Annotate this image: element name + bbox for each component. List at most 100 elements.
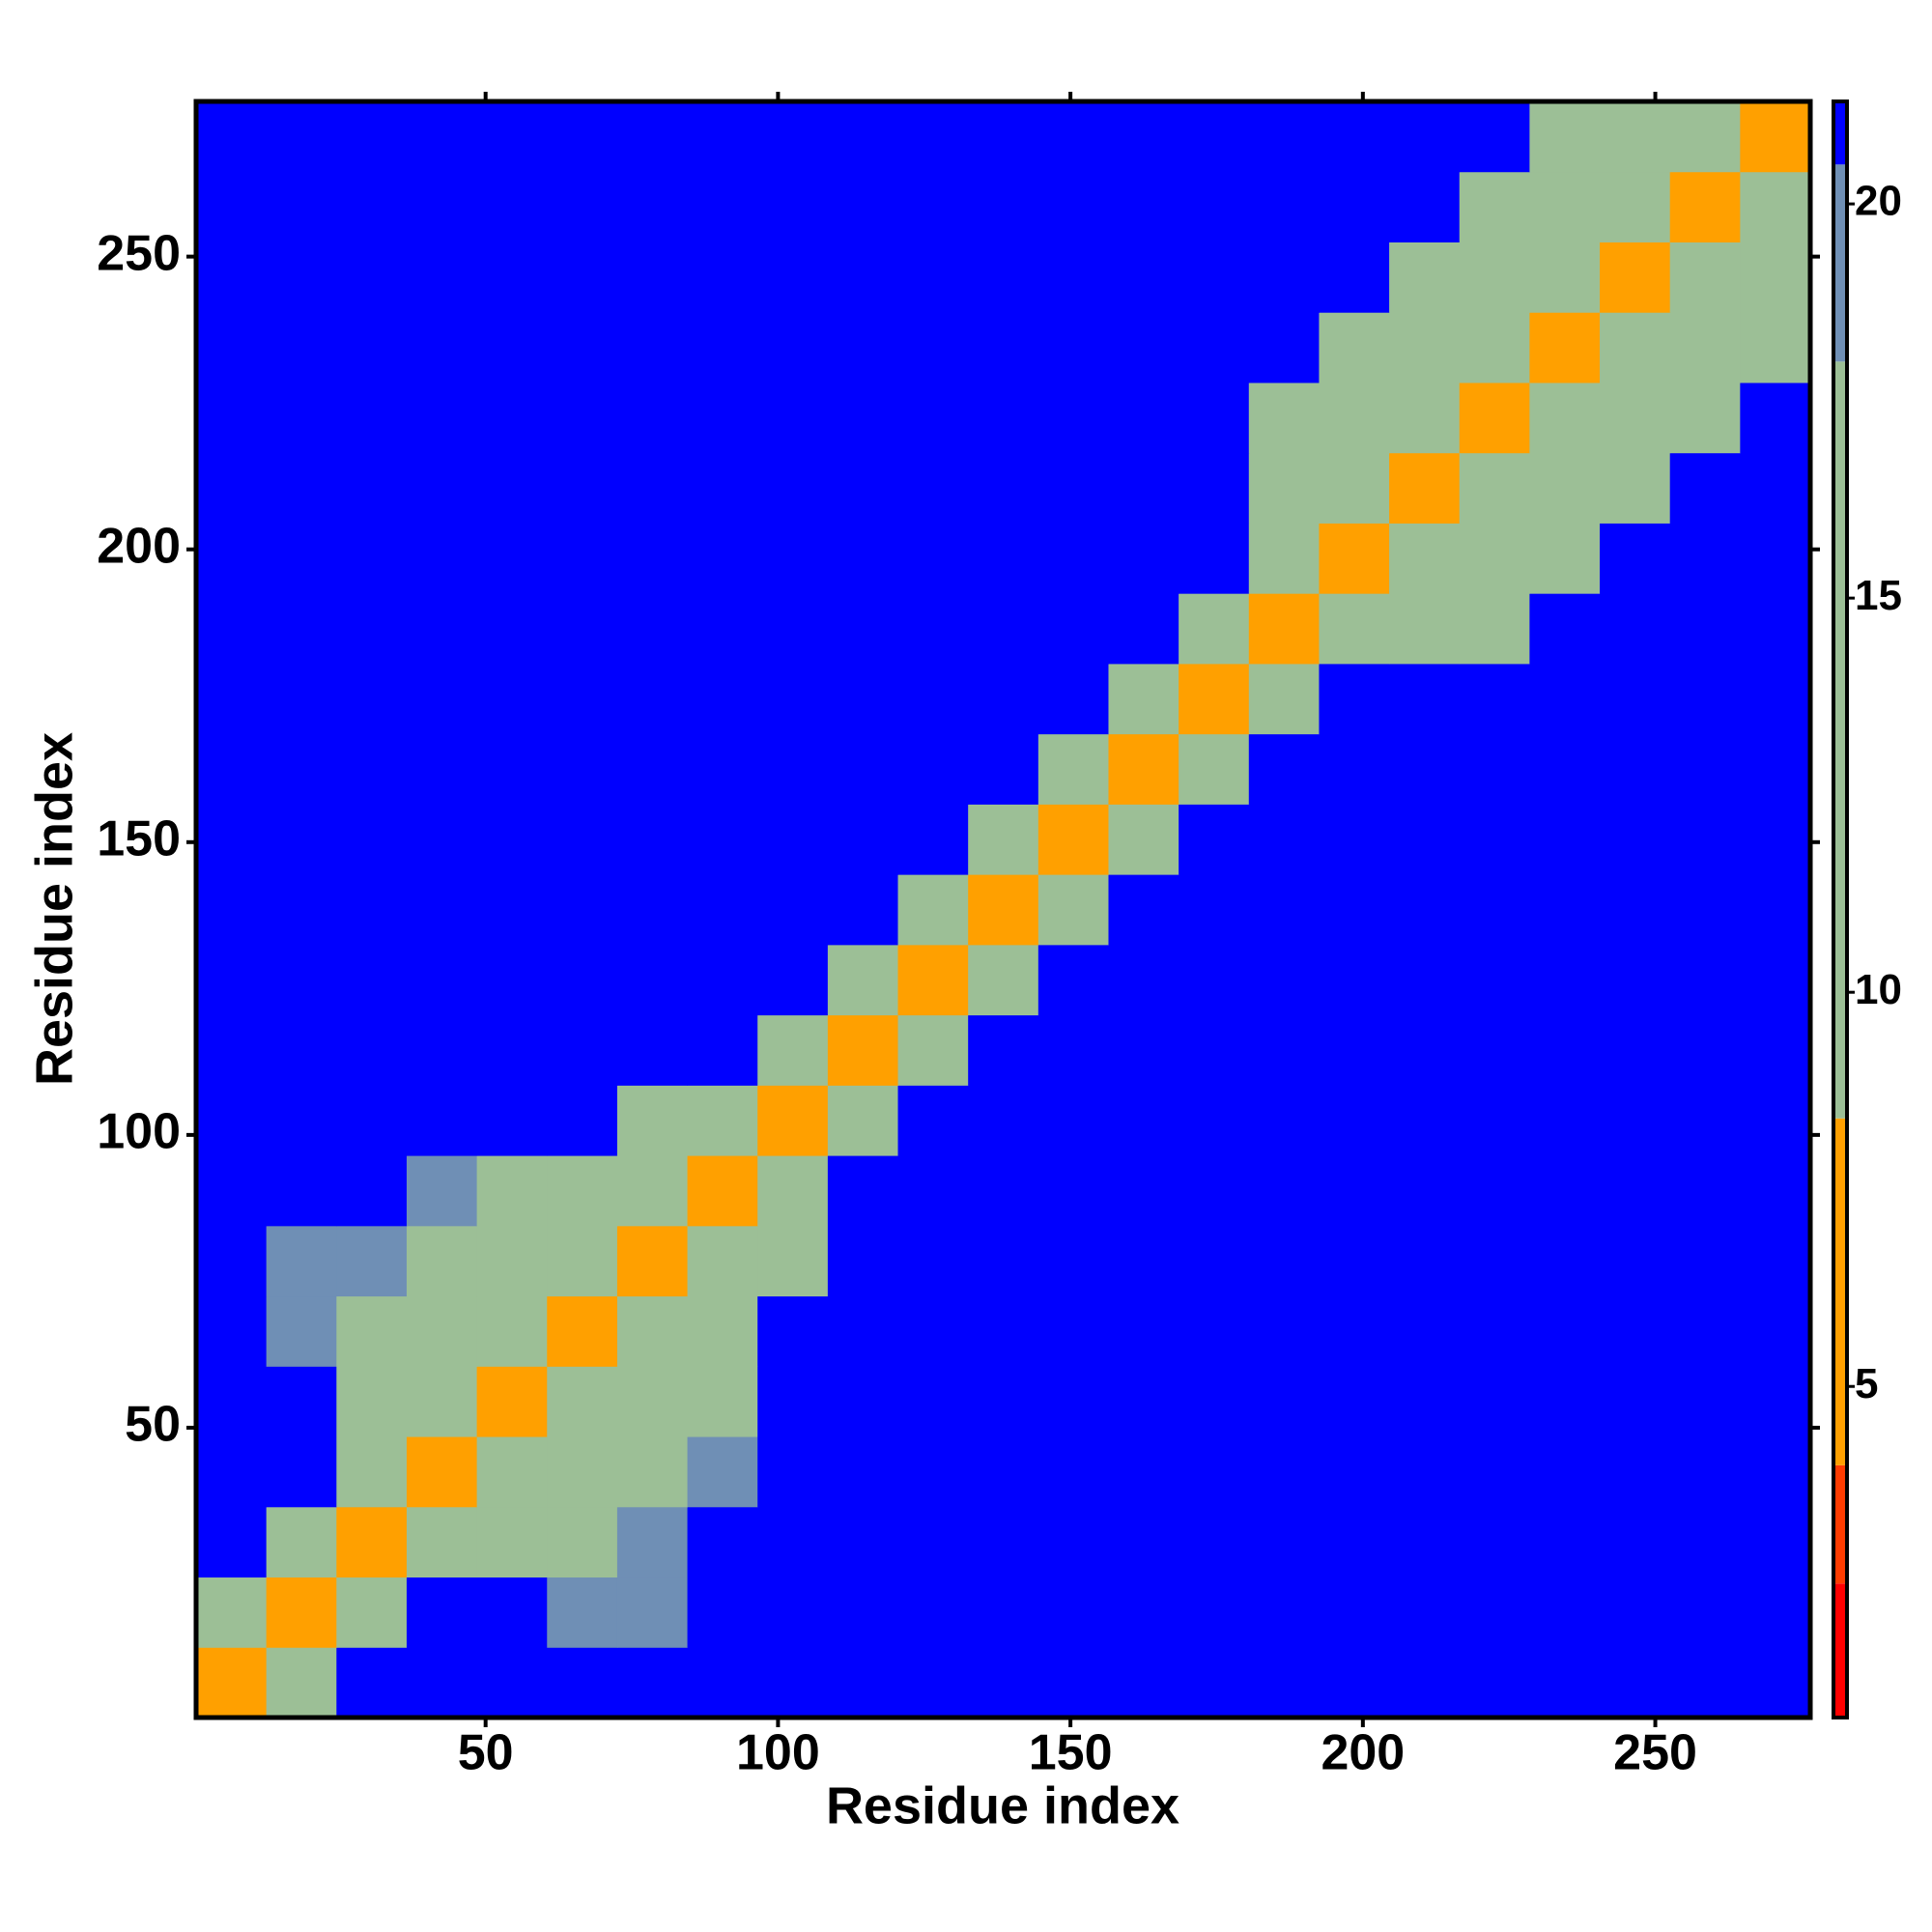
heatmap-cell <box>1669 1366 1741 1437</box>
heatmap-cell <box>266 733 337 805</box>
heatmap-cell <box>687 171 758 242</box>
heatmap-cell <box>1600 733 1671 805</box>
heatmap-cell <box>1669 1085 1741 1156</box>
heatmap-cell <box>616 1647 689 1719</box>
heatmap-cell <box>336 523 408 594</box>
heatmap-cell <box>266 1014 337 1086</box>
heatmap-cell <box>266 382 337 454</box>
heatmap-cell <box>406 452 478 524</box>
heatmap-cell <box>897 1436 969 1508</box>
heatmap-cell <box>1740 874 1811 946</box>
heatmap-cell <box>1459 171 1530 242</box>
heatmap-cell <box>547 1577 618 1648</box>
heatmap-cell <box>1600 452 1671 524</box>
heatmap-cell <box>547 1014 618 1086</box>
heatmap-cell <box>1108 663 1179 735</box>
heatmap-cell <box>1600 1155 1671 1227</box>
heatmap-cell <box>968 593 1039 665</box>
colorbar-tick-label: 15 <box>1855 572 1902 619</box>
heatmap-cell <box>757 1577 829 1648</box>
heatmap-cell <box>547 663 618 735</box>
y-tick-label: 200 <box>97 518 181 574</box>
heatmap-cell <box>1389 1506 1461 1578</box>
heatmap-cell <box>897 1155 969 1227</box>
colorbar-segment <box>1833 164 1847 362</box>
heatmap-cell <box>1037 663 1109 735</box>
heatmap-cell <box>1389 804 1461 875</box>
heatmap-cell <box>968 944 1039 1016</box>
x-axis-title: Residue index <box>826 1776 1179 1834</box>
heatmap-cell <box>1600 1436 1671 1508</box>
heatmap-cell <box>1740 523 1811 594</box>
heatmap-cell <box>1389 523 1461 594</box>
heatmap-cell <box>336 1014 408 1086</box>
heatmap-cell <box>1529 1295 1601 1367</box>
heatmap-cell <box>266 1577 337 1648</box>
heatmap-cell <box>827 944 899 1016</box>
heatmap-cell <box>476 733 548 805</box>
heatmap-cell <box>616 1295 689 1367</box>
heatmap-cell <box>1319 523 1390 594</box>
heatmap-cell <box>1319 1436 1390 1508</box>
heatmap-cell <box>897 874 969 946</box>
heatmap-cell <box>196 1295 268 1367</box>
heatmap-cell <box>757 804 829 875</box>
heatmap-cell <box>757 944 829 1016</box>
heatmap-cell <box>1740 1155 1811 1227</box>
heatmap-cell <box>336 1155 408 1227</box>
heatmap-cell <box>1740 944 1811 1016</box>
heatmap-cell <box>1319 1577 1390 1648</box>
colorbar-frame <box>1832 99 1849 1719</box>
heatmap-cell <box>1740 1295 1811 1367</box>
heatmap-cell <box>1319 312 1390 384</box>
heatmap-cell <box>476 663 548 735</box>
colorbar-segment <box>1833 1583 1847 1718</box>
heatmap-cell <box>1179 1225 1250 1297</box>
heatmap-cell <box>266 593 337 665</box>
heatmap-cell <box>1248 1225 1320 1297</box>
heatmap-cell <box>687 944 758 1016</box>
heatmap-cell <box>827 1647 899 1719</box>
colorbar-tick-label: 10 <box>1855 966 1902 1013</box>
heatmap-cell <box>476 874 548 946</box>
heatmap-cell <box>476 804 548 875</box>
heatmap-cell <box>1459 1155 1530 1227</box>
heatmap-cell <box>827 663 899 735</box>
heatmap-cell <box>968 452 1039 524</box>
heatmap-cell <box>547 1225 618 1297</box>
heatmap-cell <box>1037 1366 1109 1437</box>
heatmap-cell <box>1389 874 1461 946</box>
heatmap-cell <box>827 1506 899 1578</box>
y-tick-label: 150 <box>97 811 181 867</box>
heatmap-cell <box>1108 1577 1179 1648</box>
heatmap-cell <box>1248 1436 1320 1508</box>
heatmap-cell <box>1669 804 1741 875</box>
heatmap-cell <box>336 171 408 242</box>
heatmap-cell <box>476 382 548 454</box>
heatmap-cell <box>1669 382 1741 454</box>
heatmap-cell <box>336 733 408 805</box>
heatmap-cell <box>1529 1366 1601 1437</box>
heatmap-cell <box>266 1225 337 1297</box>
heatmap-cell <box>1248 1506 1320 1578</box>
heatmap-cell <box>196 312 268 384</box>
heatmap-cell <box>1108 944 1179 1016</box>
heatmap-cell <box>336 1085 408 1156</box>
heatmap-cell <box>1600 874 1671 946</box>
heatmap-cell <box>547 1506 618 1578</box>
heatmap-cell <box>1529 101 1601 173</box>
heatmap-cell <box>1248 1647 1320 1719</box>
heatmap-cell <box>476 1436 548 1508</box>
heatmap-cell <box>1389 1436 1461 1508</box>
heatmap-cell <box>827 1085 899 1156</box>
heatmap-cell <box>1037 944 1109 1016</box>
heatmap-cell <box>827 1436 899 1508</box>
heatmap-cell <box>827 1225 899 1297</box>
heatmap-cell <box>827 1155 899 1227</box>
heatmap-cell <box>336 452 408 524</box>
heatmap-cell <box>897 1366 969 1437</box>
heatmap-cell <box>406 1085 478 1156</box>
y-tick-label: 100 <box>97 1104 181 1160</box>
heatmap-cell <box>266 452 337 524</box>
heatmap-cell <box>1529 944 1601 1016</box>
